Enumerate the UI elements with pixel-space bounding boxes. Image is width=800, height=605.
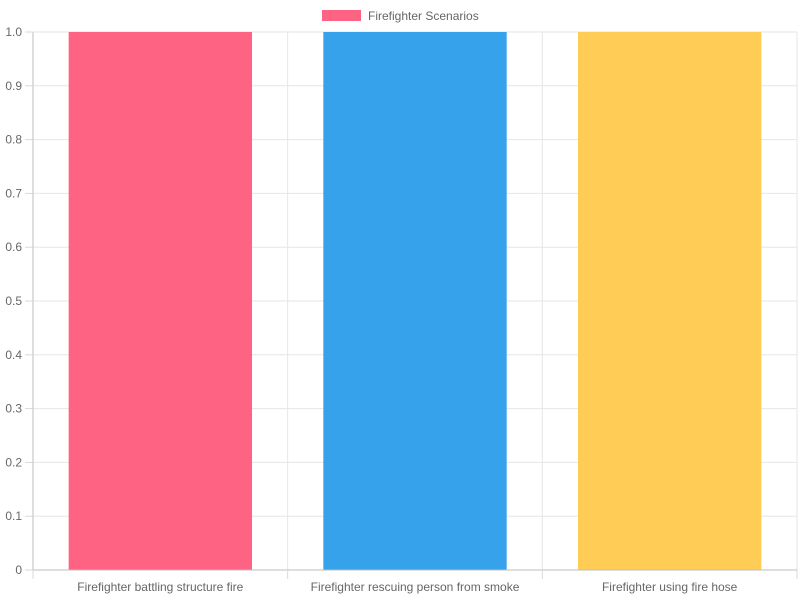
- y-tick-label: 0.4: [5, 348, 22, 362]
- y-tick-label: 0.8: [5, 133, 22, 147]
- x-axis-ticks: Firefighter battling structure fire Firef…: [32, 570, 798, 594]
- legend-swatch[interactable]: [322, 10, 361, 21]
- y-tick-label: 0.6: [5, 240, 22, 254]
- bar-3[interactable]: [577, 32, 762, 570]
- y-tick-label: 0: [15, 563, 22, 577]
- y-tick-label: 0.2: [5, 455, 22, 469]
- bar-1[interactable]: [68, 32, 253, 570]
- y-tick-label: 0.1: [5, 509, 22, 523]
- legend-label[interactable]: Firefighter Scenarios: [368, 9, 479, 23]
- bar-2[interactable]: [323, 32, 507, 570]
- y-tick-label: 0.9: [5, 79, 22, 93]
- x-tick-label: Firefighter battling structure fire: [77, 580, 243, 594]
- y-tick-label: 0.3: [5, 402, 22, 416]
- y-tick-label: 0.5: [5, 294, 22, 308]
- y-axis-ticks: 0 0.1 0.2 0.3 0.4 0.5 0.6 0.7 0.8 0.9 1.0: [5, 25, 33, 577]
- y-tick-label: 1.0: [5, 25, 22, 39]
- x-tick-label: Firefighter rescuing person from smoke: [311, 580, 520, 594]
- y-tick-label: 0.7: [5, 186, 22, 200]
- bars: [68, 32, 762, 570]
- x-tick-label: Firefighter using fire hose: [602, 580, 738, 594]
- legend[interactable]: Firefighter Scenarios: [322, 9, 479, 23]
